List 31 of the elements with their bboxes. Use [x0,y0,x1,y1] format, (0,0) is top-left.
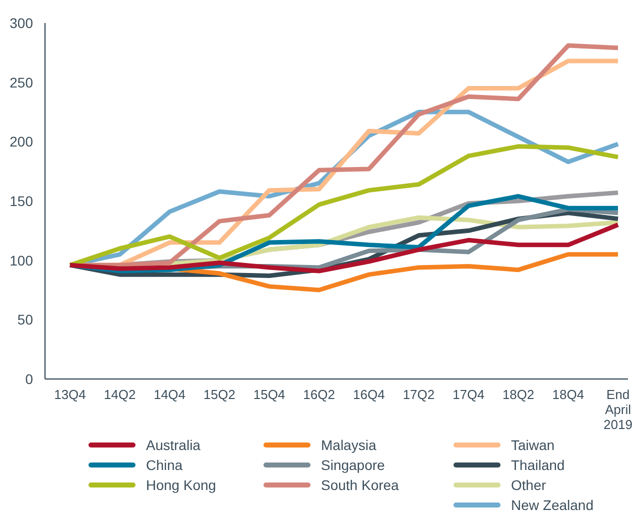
x-tick-label: 14Q4 [154,387,186,402]
y-tick-label: 50 [17,312,34,328]
x-tick-label: 16Q2 [303,387,335,402]
y-tick-label: 0 [25,370,34,387]
x-tick-label: 13Q4 [54,387,86,402]
y-tick-label: 150 [10,192,34,209]
legend-label: Other [511,477,546,493]
line-series [68,144,620,268]
x-tick-label: 16Q4 [353,387,385,402]
legend-label: Thailand [511,457,565,473]
legend-label: South Korea [321,477,399,493]
legend-label: China [146,457,183,473]
legend-label: Malaysia [321,437,376,453]
legend-label: Taiwan [511,437,555,453]
x-tick-label: 15Q2 [204,387,236,402]
x-tick-label: 18Q4 [552,387,584,402]
legend-label: Singapore [321,457,385,473]
y-tick-label: 300 [10,14,34,31]
y-tick-label: 200 [10,134,34,150]
legend-label: New Zealand [511,497,594,513]
x-tick-label: 14Q2 [104,387,136,402]
line-series [68,222,620,274]
y-tick-label: 100 [10,252,34,268]
legend-label: Australia [146,437,200,453]
x-tick-label: 17Q2 [402,387,435,402]
legend-label: Hong Kong [146,477,216,493]
x-tick-label: 18Q2 [502,387,534,402]
x-tick-label: 17Q4 [452,387,484,402]
y-tick-label: 250 [10,74,34,90]
x-tick-label: End April 2019 [604,387,632,432]
x-tick-label: 15Q4 [253,387,286,402]
